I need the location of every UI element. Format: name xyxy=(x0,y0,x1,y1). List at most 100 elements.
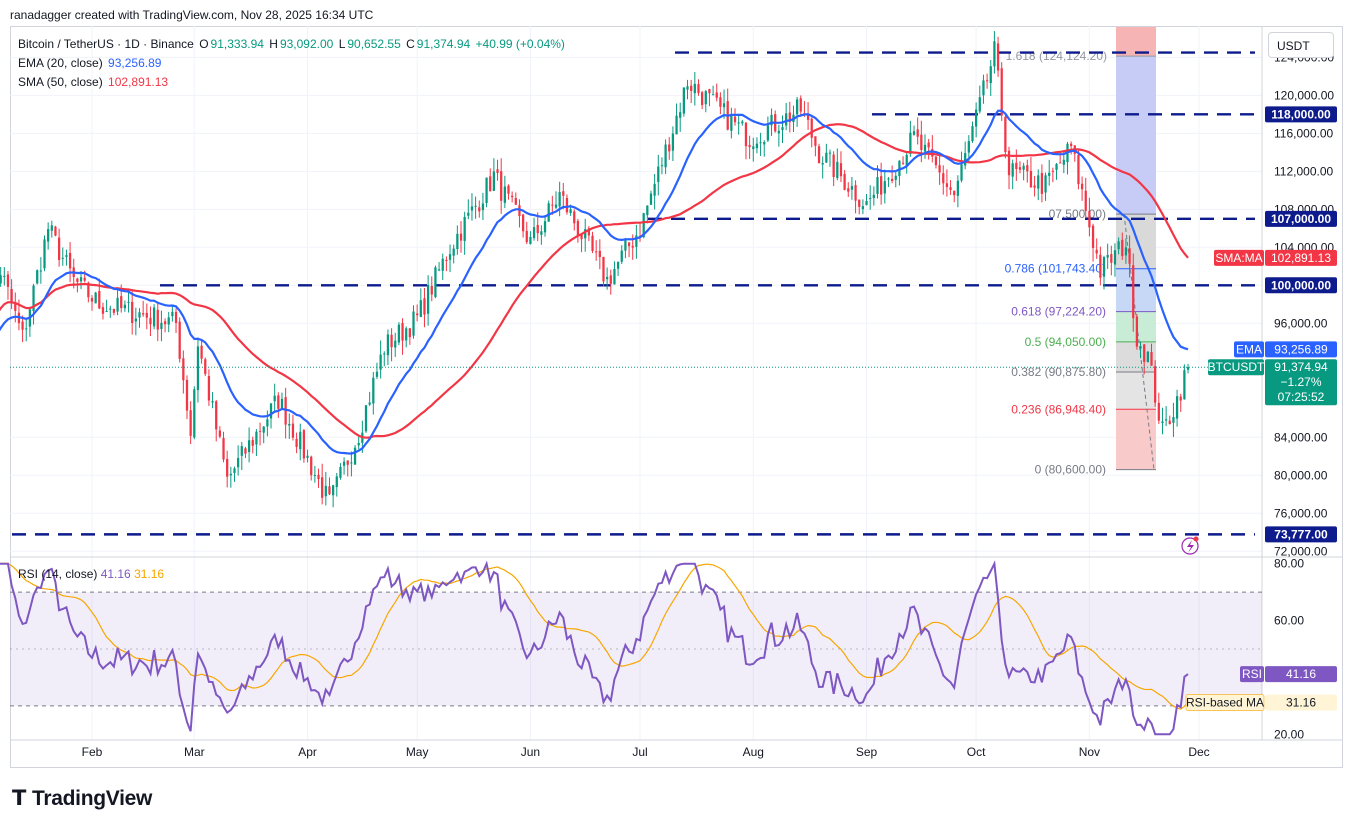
candle[interactable] xyxy=(1084,177,1087,218)
candle[interactable] xyxy=(595,240,598,261)
candle[interactable] xyxy=(1080,176,1084,201)
candle[interactable] xyxy=(346,460,349,477)
candle[interactable] xyxy=(700,90,704,110)
candle[interactable] xyxy=(938,154,941,185)
candle[interactable] xyxy=(68,241,72,283)
candle[interactable] xyxy=(909,120,912,157)
candle[interactable] xyxy=(511,191,514,203)
candle[interactable] xyxy=(1143,344,1146,375)
candle[interactable] xyxy=(934,156,938,169)
candle[interactable] xyxy=(828,149,832,167)
candle[interactable] xyxy=(50,220,53,238)
candle[interactable] xyxy=(310,455,313,481)
candle[interactable] xyxy=(1113,243,1117,277)
candle[interactable] xyxy=(459,221,463,253)
candle[interactable] xyxy=(386,329,390,366)
candle[interactable] xyxy=(277,392,280,418)
candle[interactable] xyxy=(408,328,411,345)
candle[interactable] xyxy=(1161,407,1164,435)
tradingview-logo[interactable]: 𝗧 TradingView xyxy=(12,786,152,811)
candle[interactable] xyxy=(839,151,843,183)
candle[interactable] xyxy=(1029,157,1033,189)
candle[interactable] xyxy=(284,387,287,439)
candle[interactable] xyxy=(1040,164,1044,203)
candle[interactable] xyxy=(470,193,474,221)
candle[interactable] xyxy=(1004,115,1007,159)
candle[interactable] xyxy=(785,102,788,131)
candle[interactable] xyxy=(1132,253,1135,332)
candle[interactable] xyxy=(368,391,371,406)
candle[interactable] xyxy=(1073,145,1076,162)
last-price-title-tag[interactable] xyxy=(1208,359,1264,376)
candle[interactable] xyxy=(1037,169,1040,201)
candle[interactable] xyxy=(923,134,927,159)
candle[interactable] xyxy=(752,137,755,162)
candle[interactable] xyxy=(916,117,919,145)
candle[interactable] xyxy=(105,299,108,313)
candle[interactable] xyxy=(609,269,612,295)
candle[interactable] xyxy=(730,107,733,139)
candle[interactable] xyxy=(101,302,105,320)
candle[interactable] xyxy=(1055,163,1058,180)
candle[interactable] xyxy=(57,228,61,267)
candle[interactable] xyxy=(61,247,64,266)
candle[interactable] xyxy=(467,199,470,220)
candle[interactable] xyxy=(1069,141,1073,155)
candle[interactable] xyxy=(704,89,707,113)
candle[interactable] xyxy=(719,92,722,115)
candle[interactable] xyxy=(185,375,189,420)
candle[interactable] xyxy=(390,328,393,362)
candle[interactable] xyxy=(543,214,547,237)
candle[interactable] xyxy=(978,85,981,114)
candle[interactable] xyxy=(496,159,499,181)
candle[interactable] xyxy=(1015,149,1018,181)
candle[interactable] xyxy=(21,315,24,343)
candle[interactable] xyxy=(32,283,35,325)
candle[interactable] xyxy=(240,441,243,471)
candle[interactable] xyxy=(1172,402,1175,437)
candle[interactable] xyxy=(401,318,404,355)
candle[interactable] xyxy=(492,158,496,192)
candle[interactable] xyxy=(602,256,605,287)
candle[interactable] xyxy=(416,304,419,322)
candle[interactable] xyxy=(463,211,466,255)
candle[interactable] xyxy=(927,138,930,160)
candle[interactable] xyxy=(331,484,335,508)
candle[interactable] xyxy=(397,322,401,346)
candle[interactable] xyxy=(138,308,141,328)
candle[interactable] xyxy=(1088,197,1091,237)
candle[interactable] xyxy=(869,185,872,210)
candle[interactable] xyxy=(1095,238,1098,259)
legend-symbol-row[interactable]: Bitcoin / TetherUS · 1D · Binance O 91,33… xyxy=(18,35,567,54)
candle[interactable] xyxy=(481,192,485,220)
candle[interactable] xyxy=(273,383,276,411)
candle[interactable] xyxy=(971,121,974,143)
lightning-alert-icon[interactable] xyxy=(1181,536,1199,555)
candle[interactable] xyxy=(598,239,601,270)
candle[interactable] xyxy=(379,340,382,379)
candle[interactable] xyxy=(1051,167,1054,183)
candle[interactable] xyxy=(244,446,247,459)
candle[interactable] xyxy=(112,308,116,316)
candle[interactable] xyxy=(174,308,178,333)
candle[interactable] xyxy=(200,340,203,364)
candle[interactable] xyxy=(1128,235,1131,278)
rsi-value-tag[interactable] xyxy=(1265,666,1337,683)
candle[interactable] xyxy=(781,115,784,144)
candle[interactable] xyxy=(394,332,397,357)
candle[interactable] xyxy=(551,195,554,215)
candle[interactable] xyxy=(1018,161,1022,174)
candle[interactable] xyxy=(1044,172,1047,201)
candle[interactable] xyxy=(697,79,700,96)
candle[interactable] xyxy=(419,288,422,318)
candle[interactable] xyxy=(324,471,327,506)
candle[interactable] xyxy=(485,177,488,208)
candle[interactable] xyxy=(149,306,152,337)
candle[interactable] xyxy=(1106,243,1109,269)
candle[interactable] xyxy=(562,182,565,210)
candle[interactable] xyxy=(193,386,196,440)
candle[interactable] xyxy=(1146,350,1149,363)
candle[interactable] xyxy=(832,151,835,187)
candle[interactable] xyxy=(755,137,759,154)
candle[interactable] xyxy=(280,392,284,409)
